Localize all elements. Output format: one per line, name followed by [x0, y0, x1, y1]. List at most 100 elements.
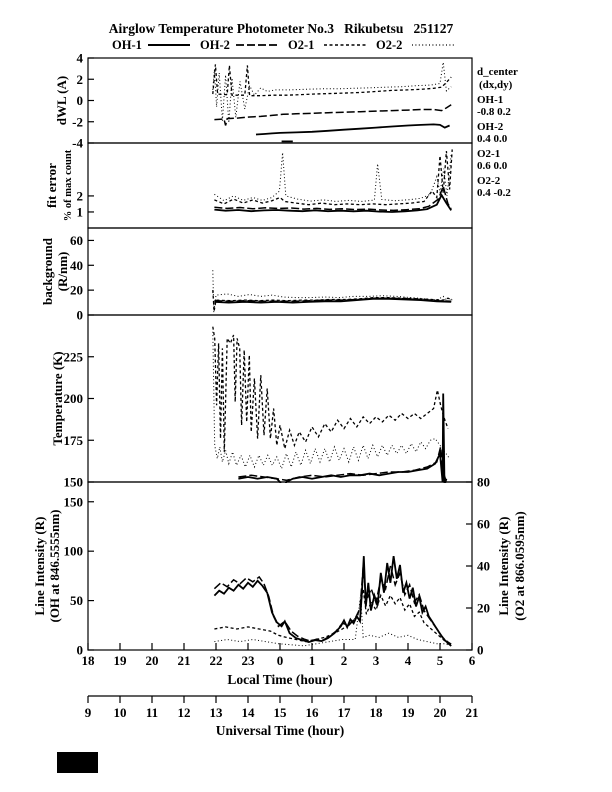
x-axis-title: Local Time (hour)	[227, 672, 332, 687]
x-tick-label: 0	[277, 653, 284, 668]
y-tick-label: 225	[64, 349, 84, 364]
x2-tick-label: 18	[370, 705, 384, 720]
y2-tick-label: 60	[477, 517, 490, 532]
dcenter-entry-value: 0.6 0.0	[477, 160, 508, 172]
x2-tick-label: 19	[402, 705, 416, 720]
x2-tick-label: 15	[274, 705, 288, 720]
x-tick-label: 18	[82, 653, 96, 668]
local-time-axis: 18 19 20 21 22 23 0 1 2 3 4 5 6	[82, 643, 476, 668]
y2-tick-label: 20	[477, 601, 490, 616]
black-marker	[57, 752, 98, 773]
x-tick-label: 4	[405, 653, 412, 668]
y-axis-label-intensity: (OH at 846.5555nm)	[47, 509, 62, 622]
y2-axis-label-intensity: Line Intensity (R)	[496, 517, 511, 616]
y2-axis-label-intensity: (O2 at 866.0595nm)	[512, 511, 527, 620]
y-tick-label: 0	[77, 643, 84, 658]
y-axis-label-dwl: dWL (A)	[54, 76, 69, 125]
series-o2-2	[214, 152, 452, 202]
y-axis-label-temperature: Temperature (K)	[50, 351, 65, 445]
dcenter-entry-label: OH-2	[477, 121, 504, 133]
panel-frame-dwl	[87, 57, 473, 144]
y-axis-label-fit-error: % of max count	[63, 149, 74, 221]
legend-label-oh-1: OH-1	[112, 38, 142, 52]
x2-tick-label: 12	[178, 705, 191, 720]
d-center-annotations: d_center(dx,dy) OH-1-0.8 0.2 OH-20.4 0.0 O2…	[477, 66, 518, 199]
y-tick-label: 200	[64, 391, 84, 406]
y2-tick-label: 80	[477, 475, 490, 490]
x2-tick-label: 14	[242, 705, 256, 720]
y-tick-label: 1	[77, 204, 84, 219]
dcenter-entry-label: OH-1	[477, 94, 503, 106]
x-tick-label: 3	[373, 653, 380, 668]
panel-frame-temperature	[87, 314, 473, 483]
series-oh-2	[214, 183, 452, 212]
y-tick-label: 2	[77, 72, 84, 87]
x2-tick-label: 21	[466, 705, 479, 720]
dcenter-entry-value: 0.4 0.0	[477, 133, 508, 145]
series-o2-1	[212, 326, 449, 452]
panel-series-background	[212, 270, 453, 313]
y-tick-label: -2	[72, 114, 83, 129]
x-tick-label: 22	[210, 653, 223, 668]
legend-label-oh-2: OH-2	[200, 38, 230, 52]
y-tick-label: 150	[64, 475, 84, 490]
series-oh-2	[238, 446, 448, 483]
y-tick-label: 150	[64, 494, 84, 509]
x2-tick-label: 13	[210, 705, 224, 720]
panel-series-intensity	[213, 555, 452, 647]
dcenter-entry-value: 0.4 -0.2	[477, 187, 511, 199]
panel-series-dwl	[212, 62, 452, 143]
legend-label-o2-1: O2-1	[288, 38, 314, 52]
x-tick-label: 5	[437, 653, 444, 668]
y-tick-label: 60	[70, 233, 83, 248]
x-tick-label: 6	[469, 653, 476, 668]
series-o2-2	[212, 331, 451, 471]
x-tick-label: 1	[309, 653, 316, 668]
series-o2-1	[214, 149, 453, 206]
x-tick-label: 23	[242, 653, 256, 668]
dcenter-subtitle: (dx,dy)	[479, 79, 513, 91]
panel-series-temperature	[212, 326, 451, 483]
x-tick-label: 20	[146, 653, 159, 668]
y-tick-label: 0	[77, 93, 84, 108]
y-tick-label: 4	[77, 51, 84, 66]
y-axis-label-background: (R/nm)	[55, 252, 70, 292]
y-tick-label: 2	[77, 188, 84, 203]
series-o2-1	[214, 589, 452, 647]
series-o2-2	[212, 62, 452, 123]
dcenter-entry-label: O2-1	[477, 148, 500, 160]
y-axis-label-intensity: Line Intensity (R)	[32, 517, 47, 616]
series-oh-1	[214, 193, 452, 213]
dcenter-title: d_center	[477, 66, 518, 78]
x-tick-label: 19	[114, 653, 128, 668]
legend-label-o2-2: O2-2	[376, 38, 402, 52]
y-axis-label-fit-error: fit error	[44, 163, 59, 208]
series-oh-2	[214, 104, 452, 126]
y-tick-label: 0	[77, 308, 84, 323]
x2-tick-label: 11	[146, 705, 158, 720]
dcenter-entry-value: -0.8 0.2	[477, 106, 511, 118]
panel-series-fit-error	[214, 149, 453, 213]
y-tick-label: -4	[72, 136, 83, 151]
y-axis-label-background: background	[40, 237, 55, 305]
x2-tick-label: 10	[114, 705, 127, 720]
series-oh-1	[255, 123, 450, 136]
y-tick-label: 40	[70, 258, 83, 273]
x2-tick-label: 17	[338, 705, 352, 720]
y-tick-label: 100	[64, 544, 84, 559]
x2-tick-label: 16	[306, 705, 320, 720]
x-tick-label: 21	[178, 653, 191, 668]
legend: OH-1 OH-2 O2-1 O2-2	[112, 38, 454, 52]
y2-tick-label: 40	[477, 559, 490, 574]
y-tick-label: 175	[64, 433, 84, 448]
x-tick-label: 2	[341, 653, 348, 668]
series-o2-1	[212, 64, 452, 97]
chart-title: Airglow Temperature Photometer No.3 Riku…	[109, 21, 454, 36]
x2-axis-title: Universal Time (hour)	[216, 723, 345, 738]
y-tick-label: 20	[70, 283, 83, 298]
x2-tick-label: 9	[85, 705, 92, 720]
y-tick-label: 50	[70, 593, 83, 608]
